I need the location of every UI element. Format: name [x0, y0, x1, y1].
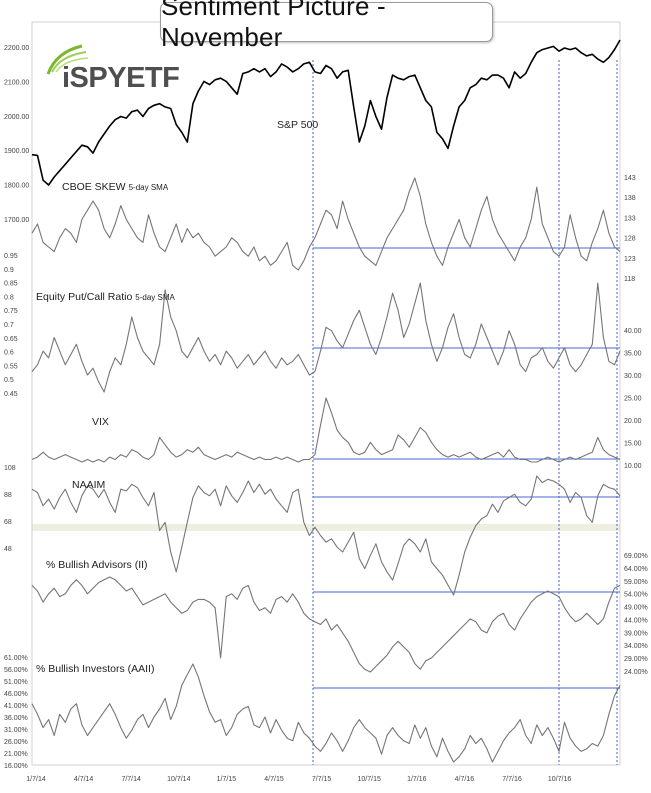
y-tick-label: 24.00% — [624, 669, 648, 676]
logo-swoosh-icon — [46, 44, 89, 75]
y-tick-label: 2000.00 — [4, 114, 29, 121]
y-tick-label: 39.00% — [624, 630, 648, 637]
x-tick-label: 7/7/14 — [121, 776, 141, 783]
y-tick-label: 2200.00 — [4, 45, 29, 52]
y-tick-label: 15.00 — [624, 441, 642, 448]
y-tick-label: 143 — [624, 175, 636, 182]
panel-label: VIX — [92, 416, 109, 428]
naaim-shaded-band — [32, 524, 620, 531]
y-tick-label: 133 — [624, 215, 636, 222]
panel-label: NAAIM — [72, 479, 105, 491]
y-tick-label: 46.00% — [4, 691, 28, 698]
y-tick-label: 35.00 — [624, 351, 642, 358]
x-tick-label: 4/7/14 — [74, 776, 94, 783]
series-line-2 — [31, 282, 621, 393]
y-tick-label: 48 — [4, 546, 12, 553]
chart-title-box: Sentiment Picture - November — [160, 0, 493, 52]
series-line-5 — [31, 576, 621, 673]
y-tick-label: 20.00 — [624, 418, 642, 425]
y-tick-label: 0.6 — [4, 350, 14, 357]
logo-text: iSPYETF — [62, 62, 180, 94]
y-tick-label: 0.45 — [4, 391, 18, 398]
y-tick-label: 0.7 — [4, 322, 14, 329]
y-tick-label: 36.00% — [4, 715, 28, 722]
y-tick-label: 25.00 — [624, 396, 642, 403]
y-tick-label: 44.00% — [624, 617, 648, 624]
y-tick-label: 51.00% — [4, 679, 28, 686]
panel-label: CBOE SKEW 5-day SMA — [62, 181, 169, 193]
panel-label: % Bullish Advisors (II) — [46, 559, 148, 571]
y-tick-label: 49.00% — [624, 605, 648, 612]
x-tick-label: 10/7/16 — [548, 776, 571, 783]
y-tick-label: 31.00% — [4, 727, 28, 734]
y-tick-label: 29.00% — [624, 656, 648, 663]
y-tick-label: 1800.00 — [4, 183, 29, 190]
y-tick-label: 0.85 — [4, 281, 18, 288]
y-tick-label: 0.65 — [4, 336, 18, 343]
y-tick-label: 108 — [4, 465, 16, 472]
x-tick-label: 1/7/16 — [407, 776, 427, 783]
y-tick-label: 41.00% — [4, 703, 28, 710]
y-tick-label: 34.00% — [624, 643, 648, 650]
y-tick-label: 30.00 — [624, 373, 642, 380]
series-line-6 — [31, 663, 621, 763]
y-tick-label: 0.8 — [4, 294, 14, 301]
y-tick-label: 0.95 — [4, 253, 18, 260]
y-tick-label: 0.75 — [4, 308, 18, 315]
series-line-0 — [31, 39, 621, 186]
panel-label: % Bullish Investors (AAII) — [36, 663, 154, 675]
y-tick-label: 10.00 — [624, 463, 642, 470]
ispyetf-logo: iSPYETF — [42, 42, 192, 94]
x-tick-label: 7/7/16 — [502, 776, 522, 783]
x-tick-label: 1/7/14 — [26, 776, 46, 783]
y-tick-label: 56.00% — [4, 667, 28, 674]
plot-frame — [31, 21, 621, 766]
y-tick-label: 0.5 — [4, 377, 14, 384]
y-tick-label: 88 — [4, 492, 12, 499]
x-tick-label: 10/7/15 — [358, 776, 381, 783]
panel-label: S&P 500 — [277, 119, 318, 131]
y-tick-label: 54.00% — [624, 592, 648, 599]
y-tick-label: 61.00% — [4, 655, 28, 662]
y-tick-label: 118 — [624, 276, 635, 283]
panel-label: Equity Put/Call Ratio 5-day SMA — [36, 291, 176, 303]
series-line-1 — [31, 177, 621, 271]
x-tick-label: 1/7/15 — [217, 776, 237, 783]
y-tick-label: 138 — [624, 195, 636, 202]
y-tick-label: 26.00% — [4, 739, 28, 746]
x-tick-label: 7/7/15 — [312, 776, 332, 783]
series-line-3 — [31, 397, 621, 463]
chart-title: Sentiment Picture - November — [161, 0, 386, 52]
y-tick-label: 123 — [624, 256, 636, 263]
y-tick-label: 128 — [624, 236, 636, 243]
y-tick-label: 0.55 — [4, 363, 18, 370]
y-tick-label: 68 — [4, 519, 12, 526]
x-tick-label: 4/7/15 — [264, 776, 284, 783]
series-line-4 — [31, 475, 621, 596]
y-tick-label: 64.00% — [624, 566, 648, 573]
y-tick-label: 0.9 — [4, 267, 14, 274]
y-tick-label: 2100.00 — [4, 79, 29, 86]
y-tick-label: 40.00 — [624, 328, 642, 335]
y-tick-label: 1700.00 — [4, 217, 29, 224]
y-tick-label: 69.00% — [624, 553, 648, 560]
y-tick-label: 59.00% — [624, 579, 648, 586]
x-tick-label: 10/7/14 — [167, 776, 190, 783]
y-tick-label: 21.00% — [4, 751, 28, 758]
y-tick-label: 1900.00 — [4, 148, 29, 155]
x-tick-label: 4/7/16 — [455, 776, 475, 783]
y-tick-label: 16.00% — [4, 763, 28, 770]
